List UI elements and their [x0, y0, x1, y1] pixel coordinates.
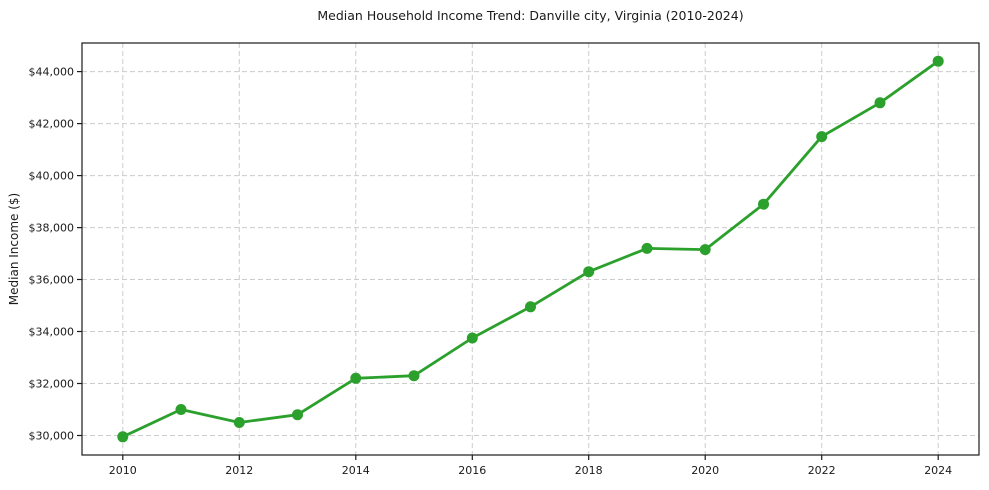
y-tick-label: $32,000 [29, 377, 75, 390]
y-tick-label: $36,000 [29, 273, 75, 286]
y-tick-label: $44,000 [29, 65, 75, 78]
x-tick-label: 2018 [575, 464, 603, 477]
y-tick-label: $30,000 [29, 429, 75, 442]
plot-border [81, 42, 980, 456]
data-point-marker [583, 266, 595, 278]
y-tick-label: $40,000 [29, 169, 75, 182]
y-tick-label: $34,000 [29, 325, 75, 338]
data-point-marker [699, 244, 711, 256]
chart-title: Median Household Income Trend: Danville … [317, 8, 744, 23]
y-tick-label: $42,000 [29, 117, 75, 130]
data-point-marker [525, 301, 536, 313]
data-point-marker [466, 332, 478, 344]
data-point-marker [350, 372, 362, 384]
x-tick-label: 2024 [924, 464, 952, 477]
data-point-marker [292, 409, 303, 421]
data-point-marker [758, 198, 769, 210]
data-point-marker [641, 242, 653, 254]
trend-line [121, 59, 940, 439]
data-point-marker [816, 131, 828, 143]
x-tick-label: 2022 [808, 464, 836, 477]
y-tick-label: $38,000 [29, 221, 75, 234]
x-tick-label: 2012 [225, 464, 253, 477]
data-point-marker [408, 370, 420, 382]
data-point-marker [932, 55, 944, 67]
x-tick-label: 2016 [458, 464, 486, 477]
data-point-marker [233, 417, 245, 428]
x-tick-label: 2014 [342, 464, 370, 477]
x-tick-label: 2020 [691, 464, 719, 477]
data-point-marker [175, 404, 187, 415]
data-point-marker [117, 431, 129, 443]
x-tick-label: 2010 [109, 464, 137, 477]
data-point-marker [874, 97, 886, 109]
